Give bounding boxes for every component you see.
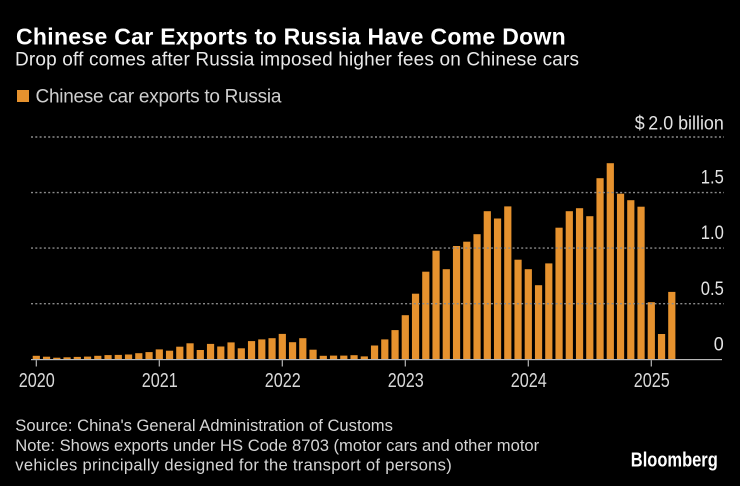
svg-text:Chinese car exports to Russia: Chinese car exports to Russia [36,86,282,107]
svg-text:Drop off comes after Russia im: Drop off comes after Russia imposed high… [15,50,579,71]
svg-text:0.5: 0.5 [701,279,724,300]
svg-text:$ 2.0 billion: $ 2.0 billion [635,113,724,134]
svg-text:vehicles principally designed: vehicles principally designed for the tr… [15,456,452,475]
svg-text:Bloomberg: Bloomberg [631,449,718,472]
svg-text:1.5: 1.5 [701,168,724,189]
svg-text:Chinese Car Exports to Russia: Chinese Car Exports to Russia Have Come … [16,24,566,50]
svg-text:2021: 2021 [142,370,178,392]
svg-text:2024: 2024 [511,370,547,392]
svg-text:1.0: 1.0 [701,223,724,244]
svg-text:0: 0 [714,334,724,355]
svg-text:Note: Shows exports under HS C: Note: Shows exports under HS Code 8703 (… [15,436,539,455]
svg-text:2022: 2022 [265,370,301,392]
svg-text:2020: 2020 [19,370,55,392]
svg-text:2023: 2023 [388,370,424,392]
svg-text:Source: China's General Admini: Source: China's General Administration o… [15,416,393,435]
svg-text:2025: 2025 [634,370,670,392]
